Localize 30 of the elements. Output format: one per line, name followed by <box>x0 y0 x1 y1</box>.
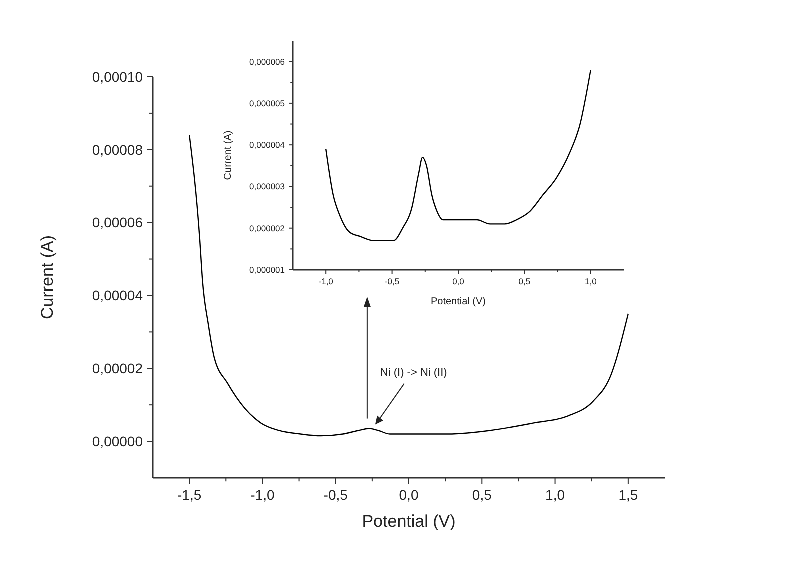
x-tick-label: 0,5 <box>472 487 492 503</box>
y-tick-label: 0,00006 <box>92 214 144 231</box>
y-tick-label: 0,000002 <box>250 223 286 234</box>
y-tick-label: 0,00000 <box>92 433 144 450</box>
line-series <box>326 70 592 242</box>
x-tick-label: 1,0 <box>546 487 566 503</box>
x-axis-title: Potential (V) <box>362 512 456 531</box>
y-tick-label: 0,000004 <box>250 140 286 150</box>
x-axis-title: Potential (V) <box>430 296 486 308</box>
x-tick-label: -0,5 <box>324 487 348 503</box>
y-tick-label: 0,000001 <box>250 264 286 275</box>
x-tick-label: -1,0 <box>318 276 334 286</box>
y-tick-label: 0,000005 <box>250 98 286 108</box>
y-tick-label: 0,00004 <box>92 288 144 304</box>
y-tick-label: 0,00008 <box>92 142 144 158</box>
annotation: Ni (I) -> Ni (II) <box>380 366 448 379</box>
y-axis-title: Current (A) <box>38 235 57 320</box>
x-tick-label: -0,5 <box>384 276 400 286</box>
x-tick-label: -1,0 <box>250 487 275 503</box>
x-tick-label: 0,0 <box>452 276 465 286</box>
y-tick-label: 0,000006 <box>250 56 286 67</box>
y-axis-title: Current (A) <box>223 130 234 180</box>
y-tick-label: 0,00010 <box>92 68 144 85</box>
y-tick-label: 0,000003 <box>250 182 286 192</box>
x-tick-label: 0,5 <box>518 276 531 286</box>
x-tick-label: 1,0 <box>584 276 598 286</box>
x-tick-label: 0,0 <box>399 487 419 503</box>
x-tick-label: -1,5 <box>178 487 202 503</box>
y-tick-label: 0,00002 <box>92 360 144 377</box>
x-tick-label: 1,5 <box>618 487 638 503</box>
